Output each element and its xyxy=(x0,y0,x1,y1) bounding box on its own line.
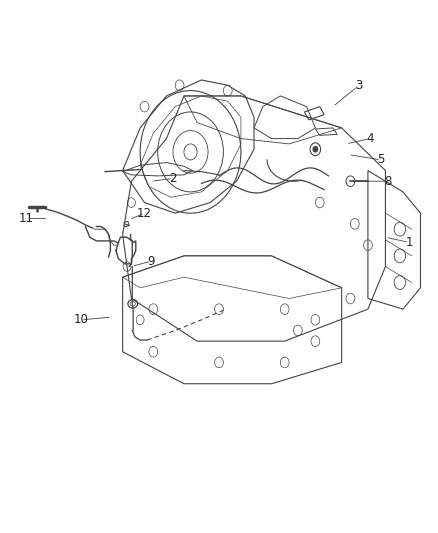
Text: 2: 2 xyxy=(169,172,177,185)
Circle shape xyxy=(313,147,318,152)
Text: 10: 10 xyxy=(74,313,88,326)
Text: 4: 4 xyxy=(366,132,374,145)
Text: 12: 12 xyxy=(137,207,152,220)
Text: 5: 5 xyxy=(378,154,385,166)
Text: 9: 9 xyxy=(147,255,155,268)
Text: 3: 3 xyxy=(356,79,363,92)
Text: 1: 1 xyxy=(406,236,413,249)
Text: 8: 8 xyxy=(384,175,391,188)
Text: 11: 11 xyxy=(19,212,34,225)
